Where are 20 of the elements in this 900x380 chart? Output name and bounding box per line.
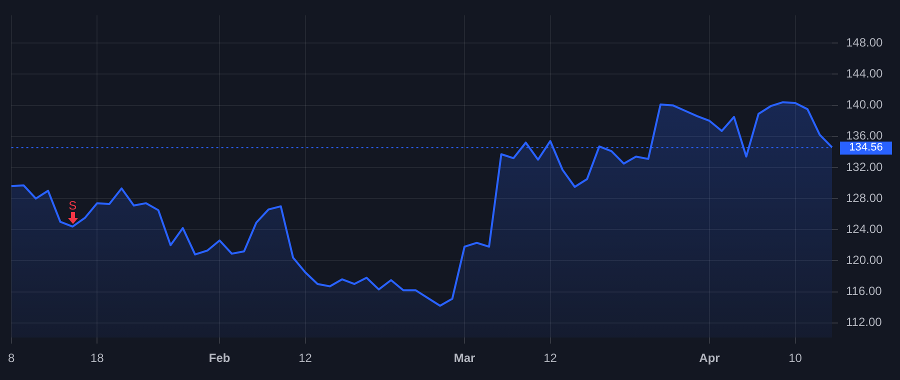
y-tick-label: 144.00 xyxy=(846,66,884,81)
annotation: S xyxy=(68,198,77,213)
y-tick-label: 148.00 xyxy=(846,35,884,50)
y-tick-label: 120.00 xyxy=(846,253,884,268)
y-tick-label: 124.00 xyxy=(846,222,884,236)
x-tick-label: Feb xyxy=(208,351,230,366)
x-tick-label: 12 xyxy=(298,351,312,366)
y-tick-label: 128.00 xyxy=(846,190,884,205)
x-tick-label: Apr xyxy=(699,351,720,366)
x-tick-label: 8 xyxy=(8,351,15,366)
x-tick-label: 12 xyxy=(544,351,558,366)
y-tick-label: 112.00 xyxy=(846,315,882,330)
x-tick-label: 10 xyxy=(788,351,802,366)
y-tick-label: 140.00 xyxy=(846,98,884,112)
y-tick-label: 132.00 xyxy=(846,160,884,174)
x-tick-label: Mar xyxy=(454,351,476,366)
y-tick-label: 136.00 xyxy=(846,128,884,143)
x-tick-label: 18 xyxy=(90,351,104,366)
y-tick-label: 116.00 xyxy=(846,284,882,298)
ref-line-label: 134.56 xyxy=(849,142,883,154)
